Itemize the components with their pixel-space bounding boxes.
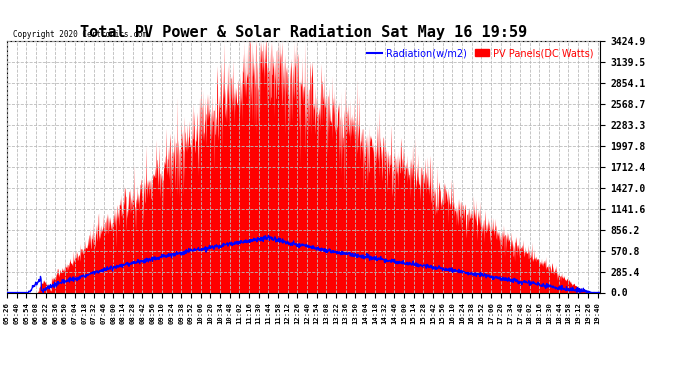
Legend: Radiation(w/m2), PV Panels(DC Watts): Radiation(w/m2), PV Panels(DC Watts) [366, 46, 595, 60]
Title: Total PV Power & Solar Radiation Sat May 16 19:59: Total PV Power & Solar Radiation Sat May… [80, 24, 527, 40]
Text: Copyright 2020 Certronics.com: Copyright 2020 Certronics.com [13, 30, 147, 39]
